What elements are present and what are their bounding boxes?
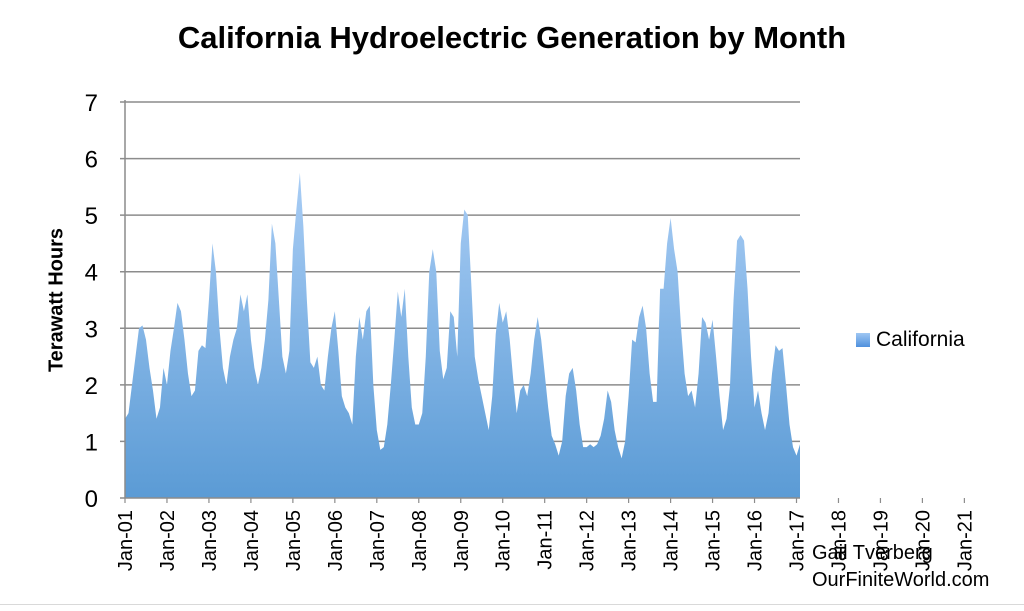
x-tick-label: Jan-17: [787, 510, 809, 571]
x-tick-label: Jan-03: [199, 510, 221, 571]
x-tick-label: Jan-10: [493, 510, 515, 571]
legend: California: [856, 328, 965, 352]
x-tick-label: Jan-04: [241, 510, 263, 571]
x-tick-label: Jan-21: [954, 510, 976, 571]
credit-author: Gail Tverberg: [812, 542, 933, 564]
x-tick-label: Jan-05: [283, 510, 305, 571]
x-tick-label: Jan-01: [115, 510, 137, 571]
x-tick-label: Jan-19: [870, 510, 892, 571]
legend-swatch: [856, 333, 870, 347]
x-tick-label: Jan-15: [703, 510, 725, 571]
series-california-area: [125, 172, 800, 498]
x-tick-label: Jan-11: [535, 510, 557, 570]
legend-label: California: [876, 328, 965, 351]
x-tick-label: Jan-06: [325, 510, 347, 571]
x-tick-label: Jan-13: [619, 510, 641, 571]
x-tick-label: Jan-14: [661, 510, 683, 571]
y-tick-label: 3: [85, 316, 98, 343]
y-tick-label: 0: [85, 486, 98, 513]
y-tick-label: 4: [85, 260, 98, 287]
y-tick-label: 7: [85, 90, 98, 117]
y-tick-label: 5: [85, 203, 98, 230]
chart-title: California Hydroelectric Generation by M…: [177, 20, 847, 55]
x-tick-label: Jan-16: [745, 510, 767, 571]
x-tick-label: Jan-08: [409, 510, 431, 571]
x-tick-label: Jan-07: [367, 510, 389, 571]
x-tick-label: Jan-02: [157, 510, 179, 571]
x-tick-label: Jan-18: [828, 510, 850, 571]
divider: [0, 604, 1024, 605]
x-tick-label: Jan-20: [912, 510, 934, 571]
x-tick-label: Jan-12: [577, 510, 599, 571]
x-tick-label: Jan-09: [451, 510, 473, 571]
y-tick-label: 1: [85, 429, 98, 456]
y-tick-label: 2: [85, 373, 98, 400]
y-tick-label: 6: [85, 147, 98, 174]
credit-website: OurFiniteWorld.com: [812, 569, 990, 591]
